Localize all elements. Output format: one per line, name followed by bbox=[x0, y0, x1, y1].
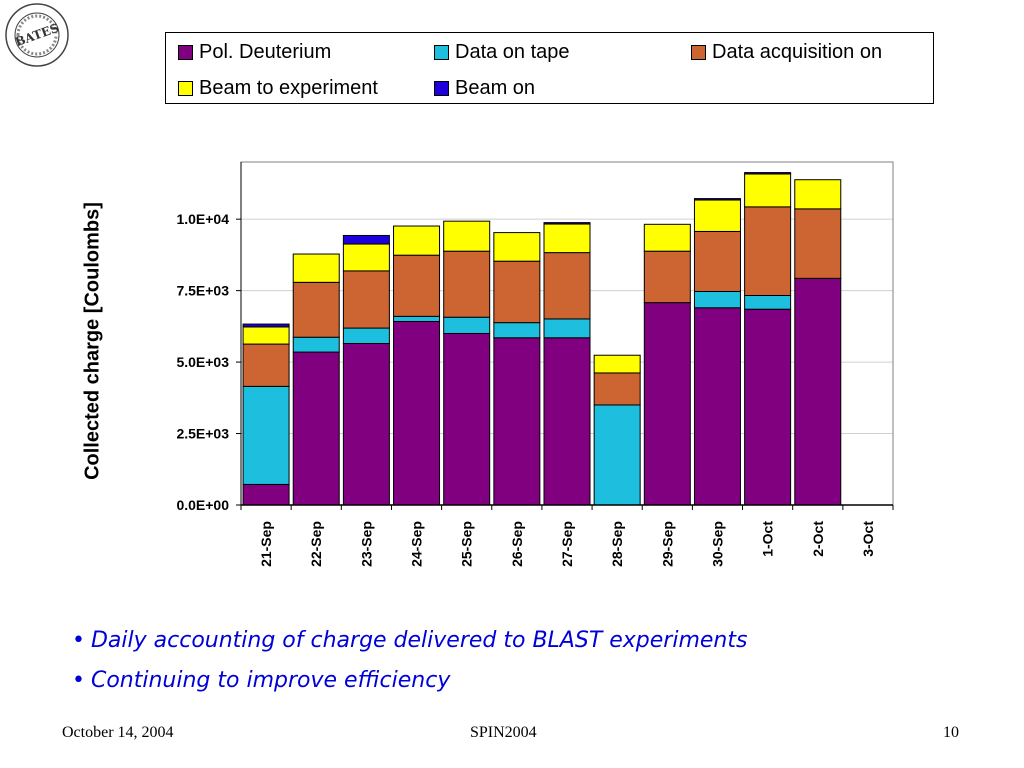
bar-segment bbox=[342, 270, 390, 329]
bar-segment bbox=[543, 222, 591, 225]
bullet-text: Continuing to improve efficiency bbox=[90, 667, 451, 693]
bar-segment bbox=[593, 404, 641, 506]
bar-segment bbox=[242, 483, 290, 506]
bullet-text: Daily accounting of charge delivered to … bbox=[90, 627, 748, 653]
bar-segment bbox=[342, 327, 390, 345]
bar-segment bbox=[693, 290, 741, 309]
bar-segment bbox=[443, 250, 491, 318]
x-tick-label: 30-Sep bbox=[709, 521, 725, 567]
x-tick-label: 23-Sep bbox=[358, 521, 374, 567]
x-tick-label: 1-Oct bbox=[760, 521, 776, 557]
y-tick-label: 2.5E+03 bbox=[176, 426, 229, 442]
bar-segment bbox=[744, 308, 792, 506]
bar-segment bbox=[242, 343, 290, 387]
y-tick-label: 7.5E+03 bbox=[176, 283, 229, 299]
x-tick-label: 2-Oct bbox=[810, 521, 826, 557]
bullet-list: • Daily accounting of charge delivered t… bbox=[72, 620, 972, 700]
legend-label: Data on tape bbox=[455, 40, 570, 63]
legend-label: Pol. Deuterium bbox=[199, 40, 332, 63]
legend-swatch bbox=[178, 80, 193, 96]
bar-segment bbox=[744, 294, 792, 310]
bar-segment bbox=[393, 315, 441, 322]
bar-segment bbox=[794, 277, 842, 506]
x-tick-label: 29-Sep bbox=[659, 521, 675, 567]
bar-segment bbox=[794, 179, 842, 210]
bar-segment bbox=[242, 326, 290, 345]
bar-segment bbox=[493, 260, 541, 324]
bates-seal-icon: BATES bbox=[5, 3, 69, 67]
bullet-dot-icon: • bbox=[72, 627, 85, 653]
bar-segment bbox=[292, 253, 340, 283]
legend-item: Beam to experiment bbox=[178, 76, 378, 100]
x-tick-label: 25-Sep bbox=[459, 521, 475, 567]
footer-date: October 14, 2004 bbox=[62, 724, 174, 741]
legend-label: Beam to experiment bbox=[199, 76, 378, 99]
bar-segment bbox=[744, 206, 792, 296]
bar-segment bbox=[643, 250, 691, 304]
bar-segment bbox=[393, 225, 441, 256]
bar-segment bbox=[794, 208, 842, 279]
y-tick-label: 0.0E+00 bbox=[176, 497, 229, 513]
bar-segment bbox=[543, 337, 591, 506]
footer-page-number: 10 bbox=[943, 724, 959, 741]
x-tick-label: 27-Sep bbox=[559, 521, 575, 567]
bar-segment bbox=[242, 385, 290, 485]
bar-segment bbox=[593, 372, 641, 406]
bar-segment bbox=[342, 243, 390, 272]
legend-swatch bbox=[434, 44, 449, 60]
footer-conference: SPIN2004 bbox=[470, 724, 537, 741]
legend-swatch bbox=[434, 80, 449, 96]
bar-segment bbox=[493, 337, 541, 506]
x-tick-label: 28-Sep bbox=[609, 521, 625, 567]
x-tick-label: 26-Sep bbox=[509, 521, 525, 567]
bullet-item: • Daily accounting of charge delivered t… bbox=[72, 620, 972, 660]
legend-swatch bbox=[691, 44, 706, 60]
bar-segment bbox=[543, 223, 591, 254]
x-tick-label: 3-Oct bbox=[860, 521, 876, 557]
bar-segment bbox=[393, 254, 441, 317]
bar-segment bbox=[342, 343, 390, 506]
bar-segment bbox=[543, 252, 591, 320]
x-tick-label: 21-Sep bbox=[258, 521, 274, 567]
legend-item: Data on tape bbox=[434, 40, 570, 64]
x-tick-label: 24-Sep bbox=[409, 521, 425, 567]
bar-segment bbox=[593, 354, 641, 374]
bar-segment bbox=[543, 318, 591, 339]
bar-segment bbox=[693, 307, 741, 506]
bar-segment bbox=[643, 223, 691, 252]
legend-label: Beam on bbox=[455, 76, 536, 99]
bar-segment bbox=[744, 173, 792, 208]
chart-legend: Pol. Deuterium Data on tape Data acquisiti… bbox=[165, 32, 934, 104]
bar-segment bbox=[292, 336, 340, 353]
bar-segment bbox=[493, 232, 541, 262]
bar-segment bbox=[643, 302, 691, 506]
bullet-item: • Continuing to improve efficiency bbox=[72, 660, 972, 700]
stacked-bar-chart: 0.0E+00 2.5E+03 5.0E+03 7.5E+03 1.0E+04 21-Se… bbox=[176, 161, 894, 567]
bar-segment bbox=[443, 316, 491, 334]
bar-segment bbox=[693, 199, 741, 232]
bar-segment bbox=[292, 351, 340, 506]
bar-segment bbox=[693, 230, 741, 292]
legend-label: Data acquisition on bbox=[712, 40, 883, 63]
legend-swatch bbox=[178, 44, 193, 60]
x-tick-label: 22-Sep bbox=[308, 521, 324, 567]
bullet-dot-icon: • bbox=[72, 667, 85, 693]
bar-segment bbox=[242, 323, 290, 328]
legend-item: Beam on bbox=[434, 76, 535, 100]
legend-item: Data acquisition on bbox=[691, 40, 882, 64]
bar-segment bbox=[693, 198, 741, 201]
bar-segment bbox=[443, 220, 491, 252]
y-tick-label: 5.0E+03 bbox=[176, 354, 229, 370]
bar-segment bbox=[393, 320, 441, 506]
bar-segment bbox=[493, 322, 541, 339]
legend-item: Pol. Deuterium bbox=[178, 40, 331, 64]
y-tick-label: 1.0E+04 bbox=[176, 211, 229, 227]
bar-segment bbox=[342, 234, 390, 245]
bar-segment bbox=[443, 333, 491, 506]
bar-segment bbox=[744, 172, 792, 175]
bar-segment bbox=[292, 281, 340, 338]
